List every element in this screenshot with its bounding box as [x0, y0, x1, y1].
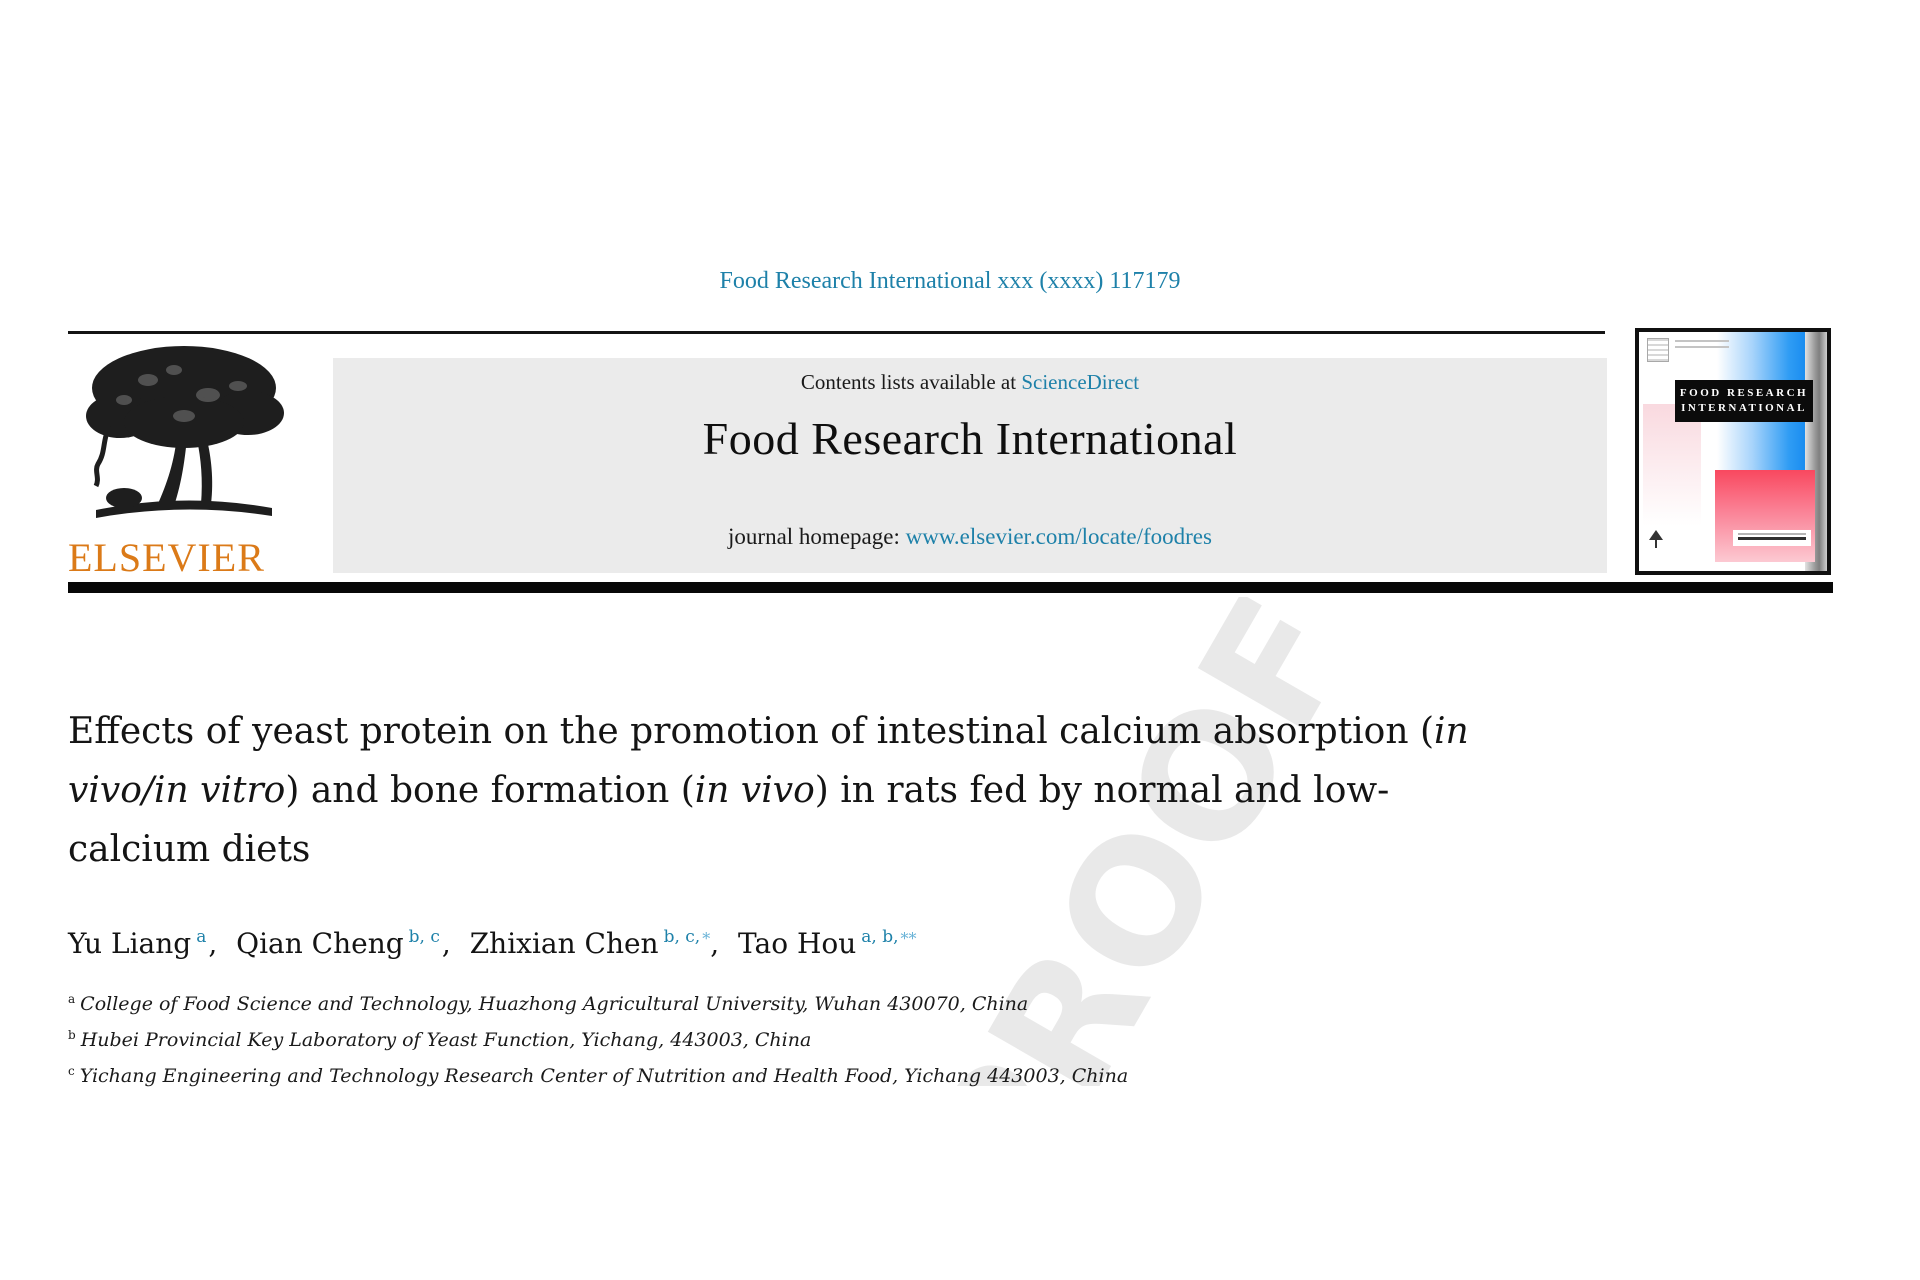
title-text: ) and bone formation (	[285, 770, 695, 811]
author-affiliation-ref[interactable]: a	[196, 927, 207, 947]
author-separator: ,	[441, 927, 451, 960]
title-line-1: Effects of yeast protein on the promotio…	[68, 702, 1708, 761]
cover-caption-box	[1733, 530, 1811, 546]
title-text-italic: in	[1434, 711, 1469, 752]
author-name: Zhixian Chen	[469, 927, 659, 960]
author-affiliation-ref[interactable]: a, b,	[861, 927, 899, 947]
affiliation-row: c Yichang Engineering and Technology Rese…	[68, 1056, 1128, 1092]
title-text-italic: vivo/in vitro	[68, 770, 286, 811]
author-separator: ,	[710, 927, 720, 960]
author-affiliation-ref[interactable]: b, c	[408, 927, 440, 947]
cover-tree-icon	[1649, 530, 1663, 550]
elsevier-logo-block: ELSEVIER	[68, 338, 336, 580]
citation-header: Food Research International xxx (xxxx) 1…	[719, 268, 1181, 294]
title-text: ) in rats fed by normal and low-	[814, 770, 1390, 811]
title-text: calcium diets	[68, 829, 311, 870]
author-name: Qian Cheng	[236, 927, 404, 960]
homepage-link[interactable]: www.elsevier.com/locate/foodres	[905, 524, 1212, 549]
title-line-2: vivo/in vitro) and bone formation (in vi…	[68, 761, 1708, 820]
contents-prefix: Contents lists available at	[800, 370, 1022, 394]
affiliation-label: a	[68, 992, 76, 1006]
author-list: Yu Liang a, Qian Cheng b, c, Zhixian Chen b…	[68, 927, 917, 960]
cover-publisher-emblem	[1647, 338, 1669, 362]
affiliation-label: b	[68, 1028, 76, 1042]
affiliation-text: Yichang Engineering and Technology Resea…	[79, 1065, 1129, 1087]
author-name: Tao Hou	[738, 927, 857, 960]
homepage-line: journal homepage: www.elsevier.com/locat…	[333, 524, 1607, 550]
cover-title-line1: FOOD RESEARCH	[1679, 387, 1809, 399]
title-text: Effects of yeast protein on the promotio…	[68, 711, 1434, 752]
cover-pink-gradient-box	[1715, 470, 1815, 562]
cover-pale-pink-panel	[1643, 404, 1701, 526]
cover-title-line2: INTERNATIONAL	[1681, 402, 1807, 414]
article-title: Effects of yeast protein on the promotio…	[68, 702, 1708, 879]
affiliation-label: c	[68, 1064, 75, 1078]
cover-title-box: FOOD RESEARCH INTERNATIONAL	[1675, 380, 1813, 422]
cover-microtext	[1675, 340, 1729, 351]
title-text-italic: in vivo	[694, 770, 815, 811]
affiliation-row: a College of Food Science and Technology,…	[68, 984, 1128, 1020]
journal-name: Food Research International	[702, 413, 1238, 464]
contents-line: Contents lists available at ScienceDirec…	[333, 370, 1607, 395]
title-line-3: calcium diets	[68, 820, 1708, 879]
sciencedirect-link[interactable]: ScienceDirect	[1021, 370, 1140, 394]
journal-cover-thumbnail: FOOD RESEARCH INTERNATIONAL	[1635, 328, 1831, 575]
author-corresponding-marker[interactable]: *	[702, 929, 711, 948]
affiliation-list: a College of Food Science and Technology,…	[68, 984, 1128, 1092]
homepage-prefix: journal homepage:	[728, 524, 906, 549]
affiliation-text: Hubei Provincial Key Laboratory of Yeast…	[80, 1029, 812, 1051]
affiliation-text: College of Food Science and Technology, …	[80, 993, 1029, 1015]
author-corresponding-marker[interactable]: **	[900, 929, 917, 948]
masthead-band: Contents lists available at ScienceDirec…	[333, 358, 1607, 573]
masthead-top-rule	[68, 331, 1605, 334]
masthead-bottom-bar	[68, 582, 1833, 593]
elsevier-wordmark: ELSEVIER	[68, 535, 265, 580]
author-name: Yu Liang	[68, 927, 192, 960]
author-separator: ,	[208, 927, 218, 960]
affiliation-row: b Hubei Provincial Key Laboratory of Yeas…	[68, 1020, 1128, 1056]
author-affiliation-ref[interactable]: b, c,	[663, 927, 701, 947]
